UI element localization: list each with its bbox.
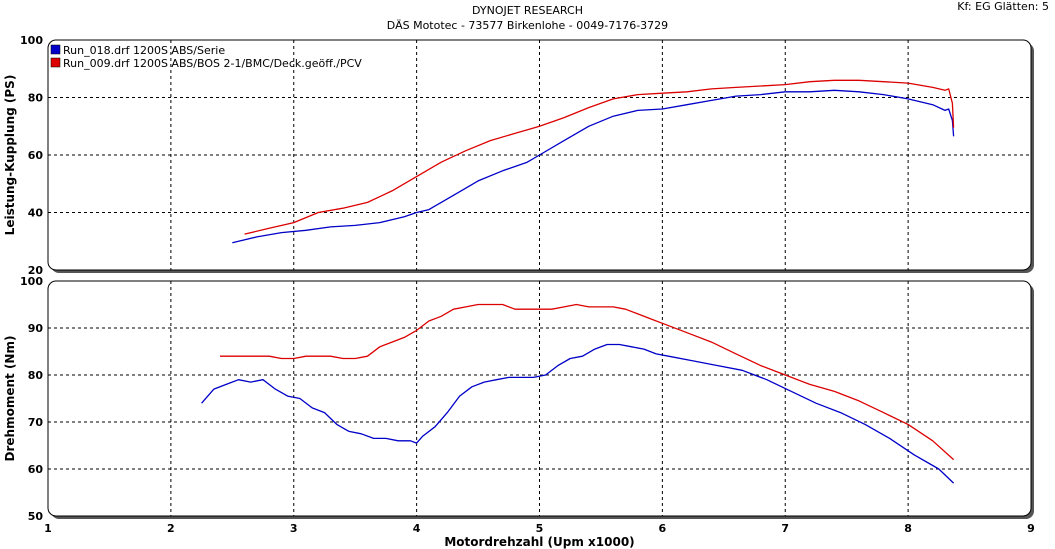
y-tick-label: 80 [28, 92, 44, 105]
chart-title: DYNOJET RESEARCH [472, 4, 583, 17]
y-tick-label: 70 [28, 416, 44, 429]
y-tick-label: 50 [28, 510, 44, 523]
legend-entry: Run_018.drf 1200S ABS/Serie [63, 44, 225, 57]
y-axis-label: Drehmoment (Nm) [3, 336, 17, 462]
series-line-blue [201, 343, 955, 484]
legend-swatch-red [50, 57, 61, 68]
y-axis-label: Leistung-Kupplung (PS) [3, 75, 17, 236]
y-tick-label: 80 [28, 369, 44, 382]
x-tick-label: 4 [413, 522, 421, 535]
panel-1: 20 40 60 80 100 Leistung-Kupplung (PS) Run_018… [3, 34, 1034, 277]
panel-2: 50 60 70 80 90 100 1 2 3 4 5 6 7 8 9 Motordrehzahl (Upm… [3, 275, 1035, 549]
smoothing-info: Kf: EG Glätten: 5 [957, 0, 1049, 13]
y-tick-label: 100 [20, 34, 43, 47]
x-tick-label: 9 [1027, 522, 1035, 535]
x-tick-label: 6 [659, 522, 667, 535]
x-tick-label: 3 [290, 522, 298, 535]
x-tick-label: 2 [167, 522, 175, 535]
series-line-blue [232, 89, 955, 244]
y-tick-label: 100 [20, 275, 43, 288]
x-tick-label: 5 [536, 522, 544, 535]
series-line-red [244, 79, 955, 235]
y-tick-label: 60 [28, 149, 44, 162]
legend-swatch-blue [50, 44, 61, 55]
series-line-red [220, 303, 955, 461]
x-tick-label: 1 [44, 522, 52, 535]
x-tick-label: 8 [904, 522, 912, 535]
y-tick-label: 90 [28, 322, 44, 335]
y-tick-label: 60 [28, 463, 44, 476]
x-axis-label: Motordrehzahl (Upm x1000) [444, 535, 634, 549]
y-tick-label: 40 [28, 207, 44, 220]
chart-subtitle: DÄS Mototec - 73577 Birkenlohe - 0049-71… [386, 19, 669, 32]
legend-entry: Run_009.drf 1200S ABS/BOS 2-1/BMC/Deck.g… [63, 57, 362, 70]
x-tick-label: 7 [781, 522, 789, 535]
y-tick-label: 20 [28, 264, 44, 277]
